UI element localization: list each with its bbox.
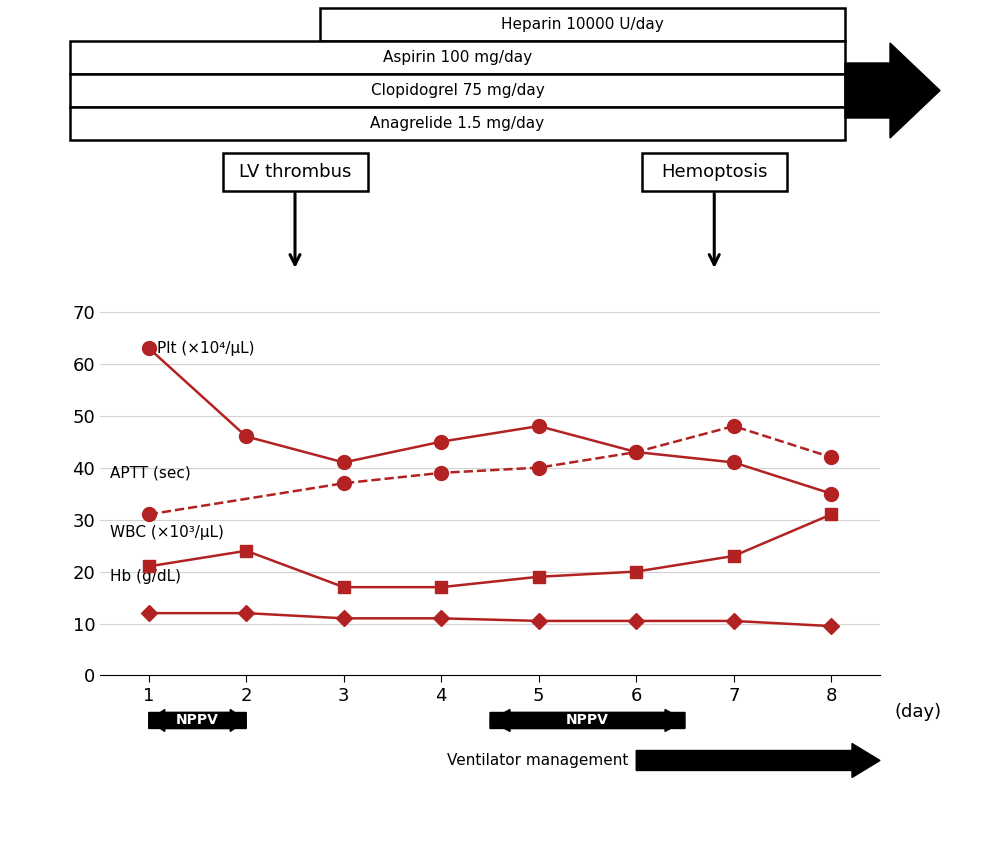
Text: NPPV: NPPV [176, 714, 219, 727]
Text: LV thrombus: LV thrombus [239, 163, 351, 181]
Text: WBC (×10³/μL): WBC (×10³/μL) [110, 525, 224, 540]
Bar [223, 152, 368, 191]
Bar [70, 74, 845, 107]
Text: Hemoptosis: Hemoptosis [661, 163, 767, 181]
Text: Plt (×10⁴/μL): Plt (×10⁴/μL) [157, 340, 254, 356]
FancyArrow shape [149, 709, 246, 732]
FancyArrow shape [636, 744, 880, 778]
Text: NPPV: NPPV [566, 714, 609, 727]
Bar [642, 152, 787, 191]
Text: Ventilator management: Ventilator management [447, 753, 628, 768]
FancyArrow shape [149, 709, 246, 732]
Text: (day): (day) [895, 703, 942, 721]
Text: Aspirin 100 mg/day: Aspirin 100 mg/day [383, 50, 532, 65]
Text: Anagrelide 1.5 mg/day: Anagrelide 1.5 mg/day [370, 116, 545, 131]
Text: Clopidogrel 75 mg/day: Clopidogrel 75 mg/day [371, 83, 544, 98]
FancyArrow shape [490, 709, 685, 732]
Text: Hb (g/dL): Hb (g/dL) [110, 569, 181, 585]
Bar [70, 41, 845, 74]
Text: Heparin 10000 U/day: Heparin 10000 U/day [501, 17, 664, 32]
Bar [320, 8, 845, 41]
FancyArrow shape [490, 709, 685, 732]
FancyArrow shape [845, 43, 940, 138]
Text: APTT (sec): APTT (sec) [110, 465, 190, 481]
Bar [70, 107, 845, 140]
